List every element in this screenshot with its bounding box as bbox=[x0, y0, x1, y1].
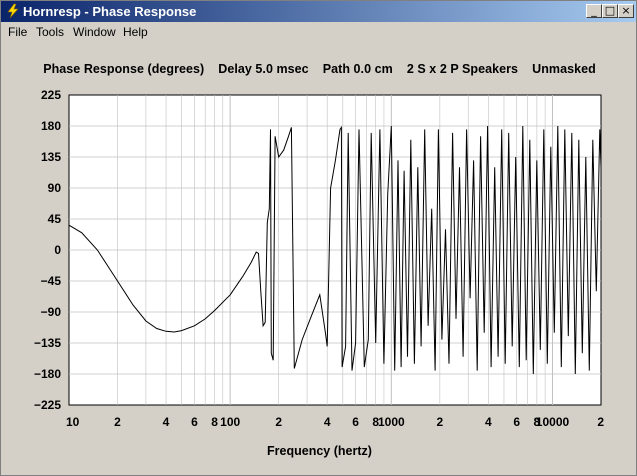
y-tick-label: 0 bbox=[54, 243, 61, 257]
y-axis-ticks: 225 180 135 90 45 0 −45 −90 −135 −180 −225 bbox=[34, 88, 61, 412]
y-tick-label: 45 bbox=[48, 212, 62, 226]
x-tick-label: 2 bbox=[275, 415, 282, 429]
menu-help[interactable]: Help bbox=[123, 25, 148, 39]
y-tick-label: −90 bbox=[41, 305, 62, 319]
heading-speakers: 2 S x 2 P Speakers bbox=[406, 62, 519, 76]
x-tick-label: 6 bbox=[513, 415, 520, 429]
restore-button[interactable]: □ bbox=[602, 4, 618, 18]
x-tick-label: 8 bbox=[372, 415, 379, 429]
heading-mask: Unmasked bbox=[532, 62, 596, 76]
phase-trace bbox=[68, 125, 602, 375]
close-button[interactable]: × bbox=[618, 4, 634, 18]
y-tick-label: 135 bbox=[41, 150, 61, 164]
y-tick-label: 180 bbox=[41, 119, 61, 133]
y-tick-label: 225 bbox=[41, 88, 61, 102]
x-tick-label: 2 bbox=[114, 415, 121, 429]
x-tick-label: 6 bbox=[352, 415, 359, 429]
x-tick-label: 1000 bbox=[378, 415, 405, 429]
x-tick-label: 10000 bbox=[536, 415, 570, 429]
y-tick-label: −225 bbox=[34, 398, 61, 412]
window-title: Hornresp - Phase Response bbox=[23, 4, 197, 19]
y-tick-label: −45 bbox=[41, 274, 62, 288]
x-axis-label: Frequency (hertz) bbox=[267, 444, 372, 458]
menu-bar: File Tools Window Help bbox=[1, 22, 636, 42]
title-bar[interactable]: Hornresp - Phase Response _ □ × bbox=[1, 1, 636, 22]
menu-window[interactable]: Window bbox=[73, 25, 116, 39]
menu-tools[interactable]: Tools bbox=[36, 25, 65, 39]
x-tick-label: 100 bbox=[220, 415, 240, 429]
x-tick-label: 8 bbox=[211, 415, 218, 429]
x-tick-label: 2 bbox=[597, 415, 604, 429]
x-tick-label: 4 bbox=[324, 415, 331, 429]
y-tick-label: 90 bbox=[48, 181, 62, 195]
minimize-button[interactable]: _ bbox=[586, 4, 602, 18]
heading-delay: Delay 5.0 msec bbox=[218, 62, 309, 76]
y-tick-label: −180 bbox=[34, 367, 61, 381]
y-tick-label: −135 bbox=[34, 336, 61, 350]
x-tick-label: 6 bbox=[191, 415, 198, 429]
grid-layer bbox=[69, 95, 601, 405]
heading-path: Path 0.0 cm bbox=[322, 62, 393, 76]
x-tick-label: 4 bbox=[163, 415, 170, 429]
x-tick-label: 8 bbox=[534, 415, 541, 429]
x-tick-label: 10 bbox=[66, 415, 80, 429]
x-tick-label: 2 bbox=[436, 415, 443, 429]
menu-file[interactable]: File bbox=[8, 25, 28, 39]
x-tick-label: 4 bbox=[485, 415, 492, 429]
chart-heading: Phase Response (degrees) Delay 5.0 msec … bbox=[1, 62, 637, 76]
heading-quantity: Phase Response (degrees) bbox=[43, 62, 205, 76]
lightning-bolt-icon bbox=[7, 3, 19, 19]
